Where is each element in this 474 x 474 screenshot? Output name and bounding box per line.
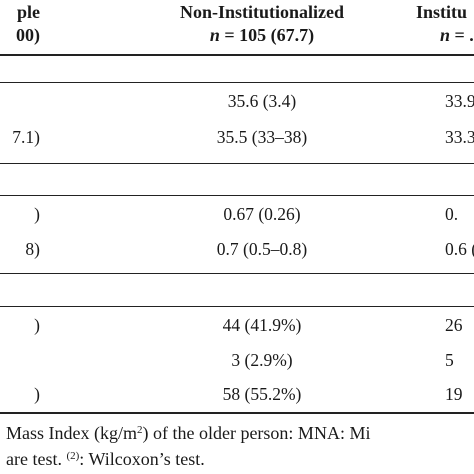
row-cell-sample: 8): [25, 239, 40, 259]
section-rule-3: [0, 195, 474, 196]
col1-header-title: ple: [16, 2, 40, 22]
row-cell-institutionalized: 33.3: [445, 127, 474, 147]
row-cell-institutionalized: 26: [445, 315, 463, 335]
row-cell-non-institutionalized: 35.6 (3.4): [227, 91, 297, 111]
row-cell-institutionalized: 19: [445, 384, 463, 404]
header-bottom-rule: [0, 54, 474, 56]
section-rule-2: [0, 163, 474, 164]
row-cell-non-institutionalized: 35.5 (33–38): [216, 127, 308, 147]
col1-header: ple: [0, 2, 40, 23]
row-cell-non-institutionalized: 0.67 (0.26): [223, 204, 301, 224]
footnote-line-1: Mass Index (kg/m2) of the older person: …: [6, 423, 371, 443]
row-cell-institutionalized: 0.6 (: [445, 239, 474, 259]
section-rule-5: [0, 306, 474, 307]
col2-header-title: Non-Institutionalized: [179, 2, 345, 22]
section-rule-1: [0, 82, 474, 83]
row-cell-sample: ): [34, 204, 40, 224]
row-cell-institutionalized: 33.9: [445, 91, 474, 111]
col2-header-sub: n = 105 (67.7): [209, 25, 315, 45]
col3-header-title: Institu: [416, 2, 468, 22]
row-cell-non-institutionalized: 0.7 (0.5–0.8): [216, 239, 308, 259]
row-cell-sample: ): [34, 315, 40, 335]
row-cell-non-institutionalized: 58 (55.2%): [222, 384, 302, 404]
col2-header: Non-Institutionalized: [180, 2, 344, 23]
row-cell-sample: ): [34, 384, 40, 404]
row-cell-sample: 7.1): [12, 127, 40, 147]
col1-header-sub: 00): [16, 25, 40, 45]
col3-header-sub: n = .: [440, 25, 474, 45]
col3-header: Institu: [416, 2, 467, 23]
row-cell-non-institutionalized: 3 (2.9%): [231, 350, 293, 370]
footnote-line-2: are test. (2): Wilcoxon’s test.: [6, 449, 205, 469]
row-cell-institutionalized: 0.: [445, 204, 459, 224]
row-cell-non-institutionalized: 44 (41.9%): [222, 315, 302, 335]
table-bottom-rule: [0, 412, 474, 414]
row-cell-institutionalized: 5: [445, 350, 454, 370]
section-rule-4: [0, 273, 474, 274]
